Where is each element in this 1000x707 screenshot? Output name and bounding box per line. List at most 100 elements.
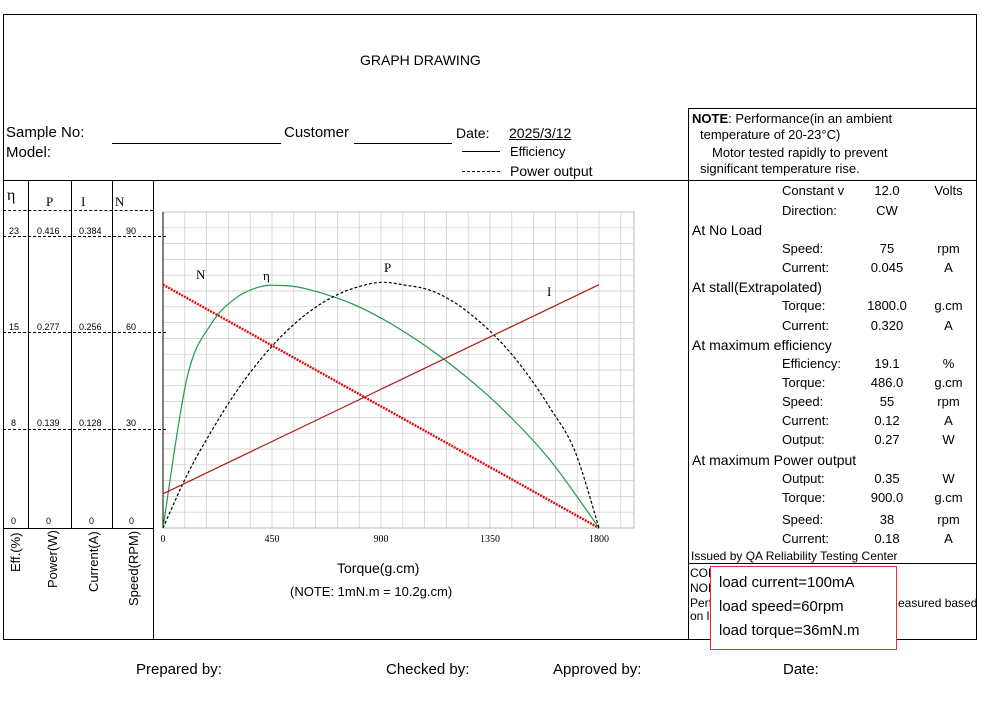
n-tick: 30 <box>126 418 137 428</box>
x-axis-label: Torque(g.cm) <box>337 560 420 576</box>
load-speed-text: load speed=60rpm <box>719 598 844 615</box>
spec-label: Torque: <box>782 375 826 390</box>
note-line-3: Motor tested rapidly to prevent <box>712 145 888 160</box>
spec-value: 0.320 <box>870 318 904 333</box>
n-tick: 90 <box>126 226 137 236</box>
eta-tick: 23 <box>9 226 20 236</box>
spec-unit: W <box>942 471 955 486</box>
note-line-4: significant temperature rise. <box>700 161 860 176</box>
spec-label: At maximum efficiency <box>692 337 832 353</box>
tick-row-line <box>3 236 166 237</box>
axis-header-divider <box>3 210 153 211</box>
p-tick: 0 <box>46 516 52 526</box>
chart-grid <box>162 211 635 529</box>
p-tick: 0.277 <box>37 322 60 332</box>
date-label: Date: <box>456 125 490 141</box>
spec-row: Speed: 75 rpm <box>690 241 975 260</box>
axis-col-divider <box>153 180 154 640</box>
eta-tick: 8 <box>11 418 17 428</box>
series-I-line <box>162 284 600 495</box>
spec-row: Current: 0.12 A <box>690 413 975 432</box>
spec-unit: A <box>944 260 953 275</box>
spec-row: Efficiency: 19.1% <box>690 356 975 375</box>
series-N-line <box>162 283 600 530</box>
spec-label: At stall(Extrapolated) <box>692 279 822 295</box>
chart-series <box>162 281 600 530</box>
curve-label-power: P <box>384 260 391 275</box>
spec-unit: rpm <box>937 394 960 409</box>
note-line-1: NOTE: Performance(in an ambient <box>692 111 893 126</box>
spec-row: Current: 0.045 A <box>690 260 975 279</box>
load-current-text: load current=100mA <box>719 574 855 591</box>
spec-label: Speed: <box>782 241 824 256</box>
issued-divider <box>688 563 977 564</box>
sample-no-field[interactable] <box>112 143 281 144</box>
n-tick: 60 <box>126 322 137 332</box>
spec-row: Direction: CW <box>690 203 975 222</box>
spec-unit: W <box>942 432 955 447</box>
spec-label: Direction: <box>782 203 837 218</box>
x-tick-label: 0 <box>161 534 166 545</box>
axis-bottom-line <box>3 528 154 529</box>
checked-by-label: Checked by: <box>386 661 470 678</box>
i-tick: 0 <box>89 516 95 526</box>
spec-row: Torque: 486.0 g.cm <box>690 375 975 394</box>
n-axis-header: N <box>115 194 125 209</box>
x-tick-label: 1350 <box>480 534 500 545</box>
load-torque-text: load torque=36mN.m <box>719 622 860 639</box>
spec-label: Constant v <box>782 183 845 198</box>
eff-axis-label: Eff.(%) <box>8 532 23 573</box>
issued-by: Issued by QA Reliability Testing Center <box>691 549 898 563</box>
spec-label: Output: <box>782 432 825 447</box>
approved-by-label: Approved by: <box>553 661 642 678</box>
spec-row: At maximum Power output <box>690 452 975 471</box>
spec-unit: g.cm <box>934 375 963 390</box>
spec-row: At maximum efficiency <box>690 337 975 356</box>
axis-col-divider <box>71 180 72 528</box>
header-divider <box>3 180 977 181</box>
spec-value: 486.0 <box>870 375 904 390</box>
spec-label: Current: <box>782 531 829 546</box>
spec-row: At No Load <box>690 222 975 241</box>
customer-label: Customer <box>284 124 350 141</box>
spec-value: 55 <box>879 394 895 409</box>
axis-col-divider <box>112 180 113 528</box>
power-legend-label: Power output <box>510 163 593 179</box>
tick-row-line <box>3 332 166 333</box>
spec-unit: g.cm <box>934 298 963 313</box>
perf-line-end: easured based <box>898 596 978 610</box>
x-tick-label: 450 <box>265 534 280 545</box>
spec-value: 0.18 <box>874 531 900 546</box>
spec-label: Output: <box>782 471 825 486</box>
spec-row: Output: 0.27 W <box>690 432 975 451</box>
spec-value: CW <box>876 203 898 218</box>
spec-value: 0.045 <box>870 260 904 275</box>
spec-label: Current: <box>782 260 829 275</box>
spec-value: 0.35 <box>874 471 900 486</box>
spec-unit: A <box>944 318 953 333</box>
model-label: Model: <box>6 144 52 161</box>
spec-unit: Volts <box>934 183 963 198</box>
p-tick: 0.139 <box>37 418 60 428</box>
spec-label: At maximum Power output <box>692 452 857 468</box>
series-P-line <box>162 281 600 529</box>
customer-field[interactable] <box>354 143 452 144</box>
spec-value: 19.1 <box>874 356 900 371</box>
perf-line-start: Perf <box>690 596 713 610</box>
p-tick: 0.416 <box>37 226 60 236</box>
eta-tick: 15 <box>9 322 20 332</box>
tick-row-line <box>3 429 166 430</box>
spec-label: At No Load <box>692 222 763 238</box>
spec-label: Current: <box>782 318 829 333</box>
spec-unit: A <box>944 413 953 428</box>
sheet-frame <box>3 14 977 640</box>
i-axis-header: I <box>81 194 86 209</box>
spec-row: At stall(Extrapolated) <box>690 279 975 298</box>
spec-label: Efficiency: <box>782 356 842 371</box>
spec-label: Torque: <box>782 298 826 313</box>
note-box <box>688 108 977 180</box>
date-value: 2025/3/12 <box>509 125 572 141</box>
eta-axis-header: η <box>7 187 16 204</box>
spec-row: Current: 0.320 A <box>690 318 975 337</box>
